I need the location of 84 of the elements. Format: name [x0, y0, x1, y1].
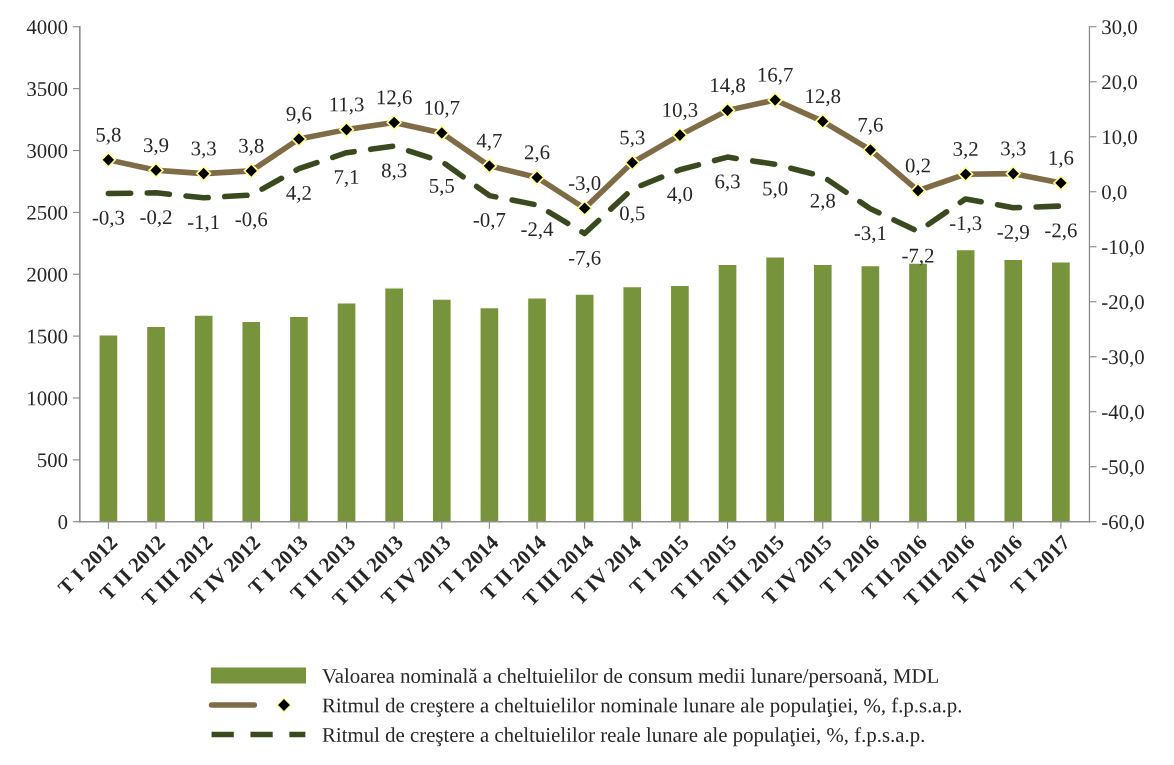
data-label: -7,6: [568, 250, 601, 268]
data-label: 8,3: [381, 163, 407, 181]
data-label: 1,6: [1049, 150, 1074, 168]
bar: [1003, 258, 1024, 522]
y-tick-label: 2500: [27, 205, 68, 220]
bar: [764, 256, 786, 522]
legend-label: Valoarea nominală a cheltuielilor de consum medii lunare/persoană, MDL: [322, 668, 938, 688]
y2-tick-label: -10,0: [1102, 240, 1144, 258]
y2-tick-label: 30,0: [1102, 20, 1137, 38]
bar: [336, 302, 357, 522]
y-tick-label: 4000: [26, 20, 68, 35]
bar: [479, 306, 500, 522]
data-label: -2,9: [997, 225, 1029, 243]
data-label: 6,3: [715, 174, 740, 192]
bar: [431, 298, 452, 522]
bar: [526, 297, 548, 522]
y2-tick-label: 20,0: [1102, 75, 1137, 93]
y-tick-label: 0: [58, 515, 68, 530]
y2-tick-label: -60,0: [1102, 515, 1144, 533]
data-label: 3,8: [239, 138, 264, 156]
data-label: -2,4: [521, 222, 554, 240]
data-label: -1,1: [187, 215, 219, 233]
bar: [574, 293, 595, 522]
y-tick-label: 1000: [28, 391, 68, 406]
y-tick-label: 3500: [27, 82, 68, 97]
data-label: 10,3: [663, 102, 698, 120]
data-label: -1,3: [949, 216, 982, 234]
data-label: 3,3: [1001, 141, 1026, 159]
y-tick-label: 500: [37, 453, 68, 468]
data-label: 9,6: [286, 106, 312, 124]
data-label: 0,5: [620, 206, 645, 224]
y2-tick-label: -20,0: [1102, 295, 1144, 313]
bar: [288, 315, 310, 522]
data-label: 10,7: [425, 100, 460, 118]
data-label: 2,6: [524, 145, 550, 163]
bar: [669, 284, 691, 522]
data-label: 5,5: [429, 178, 454, 196]
data-label: 5,0: [763, 181, 788, 199]
data-label: 0,2: [905, 158, 930, 176]
bar: [955, 248, 976, 522]
data-label: 12,6: [377, 90, 412, 108]
data-label: -0,2: [140, 210, 172, 228]
data-label: -0,3: [92, 210, 125, 228]
data-label: 2,8: [810, 193, 835, 211]
data-label: 16,7: [758, 67, 793, 85]
bar: [241, 320, 262, 522]
y2-tick-label: -50,0: [1102, 460, 1144, 478]
y-tick-label: 2000: [27, 267, 68, 282]
data-label: -3,1: [854, 226, 886, 244]
y2-tick-label: -30,0: [1102, 350, 1144, 368]
bar: [193, 314, 214, 522]
data-label: 4,2: [286, 185, 311, 203]
data-label: 5,8: [96, 127, 121, 145]
data-label: -0,6: [235, 212, 268, 230]
data-label: 11,3: [330, 97, 364, 115]
data-label: -7,2: [902, 248, 934, 266]
data-label: 7,6: [858, 117, 883, 135]
bar: [1050, 261, 1072, 522]
data-label: 3,3: [191, 141, 216, 159]
data-label: 12,8: [806, 89, 841, 107]
data-label: 5,3: [620, 130, 645, 148]
bar: [622, 285, 643, 522]
bar: [717, 263, 738, 522]
data-label: -0,7: [473, 212, 506, 230]
data-label: 3,2: [953, 142, 978, 160]
data-label: -3,0: [568, 176, 601, 194]
legend-label: Ritmul de creştere a cheltuielilor nominale lunare ale populaţiei, %, f.p.s.a.p.: [322, 697, 962, 717]
data-label: 3,9: [144, 138, 169, 156]
bar: [860, 264, 881, 522]
data-label: 7,1: [334, 170, 359, 188]
data-label: 14,8: [711, 78, 745, 96]
bar: [98, 334, 119, 522]
bar: [383, 287, 405, 522]
bar: [812, 263, 833, 522]
y-tick-label: 1500: [28, 329, 68, 344]
data-label: -2,6: [1045, 223, 1077, 241]
legend-label: Ritmul de creştere a cheltuielilor reale lunare ale populaţiei, %, f.p.s.a.p.: [322, 727, 924, 747]
data-label: 4,0: [667, 187, 693, 205]
bar: [145, 325, 167, 522]
y2-tick-label: -40,0: [1102, 405, 1144, 423]
data-label: 4,7: [476, 133, 502, 151]
y2-tick-label: 10,0: [1103, 130, 1137, 148]
y2-tick-label: 0,0: [1102, 185, 1127, 203]
y-tick-label: 3000: [27, 143, 68, 158]
